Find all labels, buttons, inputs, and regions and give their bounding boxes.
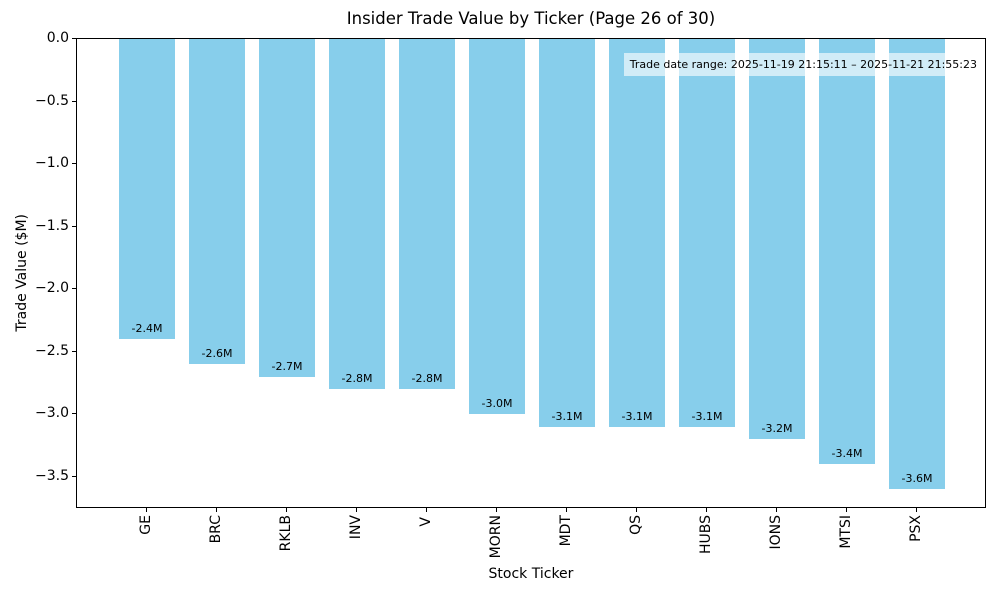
bar [329, 39, 385, 389]
y-tick-mark [72, 225, 76, 227]
y-tick-label: −0.5 [35, 92, 69, 109]
y-axis-label: Trade Value ($M) [7, 38, 37, 508]
x-tick-label-text: MTSI [838, 515, 854, 549]
x-tick-label: QS [628, 515, 644, 539]
bar-value-label: -3.0M [481, 397, 513, 410]
bar [679, 39, 735, 427]
y-tick-label: −3.0 [35, 405, 69, 421]
bar [399, 39, 455, 389]
bar-value-label: -2.4M [131, 322, 163, 335]
x-tick-label: INV [348, 515, 364, 543]
bar-value-label: -3.1M [691, 409, 723, 423]
bar-value-label: -3.1M [551, 409, 583, 423]
bar-value-label: -3.4M [831, 447, 863, 460]
annotation-box: Trade date range: 2025-11-19 21:15:11 – … [623, 53, 983, 76]
x-tick-label: PSX [908, 515, 924, 546]
x-tick-mark [776, 508, 777, 512]
bar [539, 39, 595, 427]
y-tick-label: −3.5 [35, 467, 69, 484]
x-tick-label-text: QS [628, 515, 644, 535]
bar [889, 39, 945, 489]
y-tick-mark [72, 288, 76, 289]
bar-value-label: -2.8M [411, 372, 443, 385]
x-tick-mark [426, 508, 427, 512]
y-tick-mark [72, 350, 76, 352]
x-tick-label-text: MORN [488, 515, 504, 559]
x-tick-mark [216, 508, 217, 512]
y-tick-label: −2.5 [35, 342, 69, 359]
x-tick-mark [916, 508, 917, 512]
chart-title: Insider Trade Value by Ticker (Page 26 o… [346, 9, 716, 28]
x-tick-mark [356, 508, 357, 512]
x-tick-label-text: MDT [558, 515, 574, 547]
x-tick-label-text: V [418, 517, 434, 527]
y-tick-label: −2.0 [35, 280, 69, 296]
y-tick-label: −1.5 [35, 217, 69, 234]
x-axis-label: Stock Ticker [488, 566, 574, 582]
x-tick-label: MTSI [838, 515, 854, 553]
y-tick-mark [72, 475, 76, 477]
bar-value-label: -3.1M [621, 409, 653, 423]
bar [189, 39, 245, 364]
x-tick-label: MORN [488, 515, 504, 562]
x-tick-label-text: IONS [768, 515, 784, 550]
x-tick-label: RKLB [278, 515, 294, 555]
x-tick-label: HUBS [698, 515, 714, 558]
x-tick-mark [496, 508, 497, 512]
x-tick-label: BRC [208, 515, 224, 547]
bar [119, 39, 175, 339]
x-tick-label-text: INV [348, 515, 364, 540]
x-tick-label: MDT [558, 515, 574, 550]
bar-value-label: -3.6M [901, 472, 933, 485]
x-tick-label-text: HUBS [698, 515, 714, 555]
plot-area: Trade date range: 2025-11-19 21:15:11 – … [76, 38, 986, 508]
y-tick-mark [72, 100, 76, 102]
bar [609, 39, 665, 427]
x-tick-mark [706, 508, 707, 512]
y-tick-label: −1.0 [35, 155, 69, 171]
x-tick-label-text: RKLB [278, 515, 294, 552]
bar [819, 39, 875, 464]
bar [469, 39, 525, 414]
x-tick-mark [566, 508, 567, 512]
y-tick-mark [72, 38, 76, 39]
x-tick-label-text: BRC [208, 515, 224, 544]
bar [259, 39, 315, 377]
x-tick-label: IONS [768, 515, 784, 554]
x-tick-mark [846, 508, 847, 512]
x-tick-mark [636, 508, 637, 512]
bar-value-label: -2.6M [201, 347, 233, 360]
x-tick-label: GE [138, 515, 154, 539]
x-tick-mark [286, 508, 287, 512]
x-tick-label-text: PSX [908, 515, 924, 542]
y-tick-label: 0.0 [46, 30, 69, 46]
bar-value-label: -3.2M [761, 422, 793, 435]
x-tick-mark [146, 508, 147, 512]
bar-value-label: -2.7M [271, 359, 303, 373]
x-tick-label-text: GE [138, 515, 154, 535]
y-tick-mark [72, 163, 76, 164]
bar-value-label: -2.8M [341, 372, 373, 385]
y-tick-mark [72, 413, 76, 414]
x-tick-label: V [418, 515, 434, 531]
bar [749, 39, 805, 439]
